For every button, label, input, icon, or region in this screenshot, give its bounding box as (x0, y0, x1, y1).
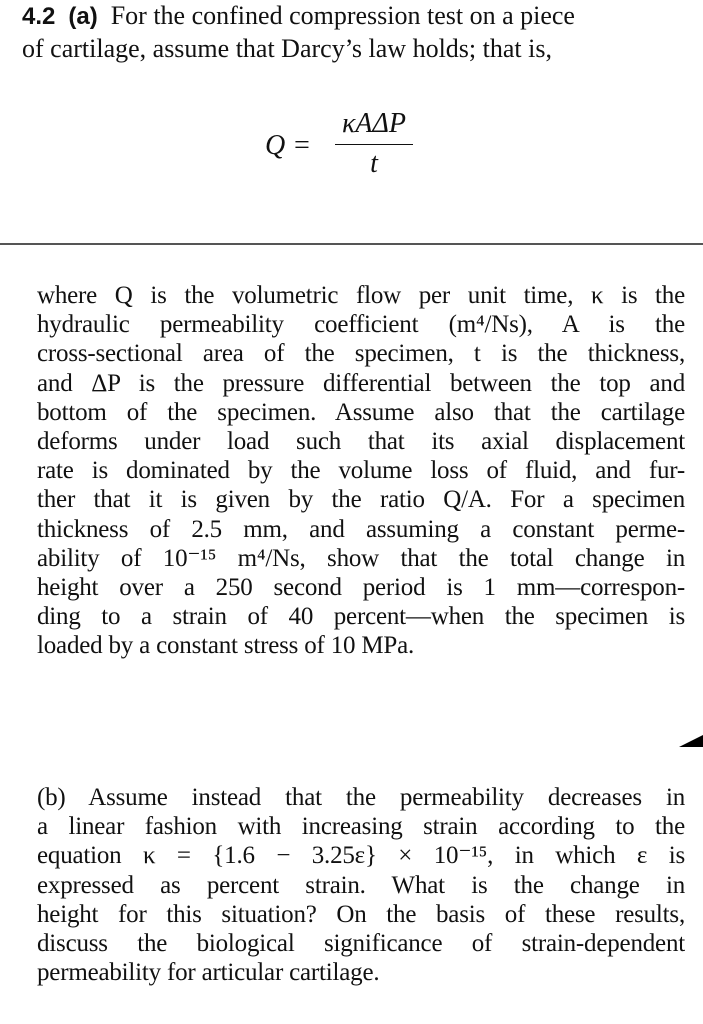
text-line: ther that it is given by the ratio Q/A. … (37, 486, 685, 514)
equation-lhs: Q = (265, 130, 312, 161)
page-corner-mark (679, 735, 703, 747)
page-divider (0, 243, 703, 245)
equation-numerator: κAΔP (341, 108, 407, 139)
text-line: cross-sectional area of the specimen, t … (37, 340, 685, 368)
header-text-2: of cartilage, assume that Darcy’s law ho… (22, 34, 552, 63)
text-line: deforms under load such that its axial d… (37, 427, 685, 455)
problem-header: 4.2 (a) For the confined compression tes… (22, 0, 682, 65)
part-a-paragraph: where Q is the volumetric flow per unit … (37, 281, 685, 660)
equation-fraction: κAΔP t (335, 108, 413, 179)
part-a-label: (a) (68, 3, 98, 30)
text-line: thickness of 2.5 mm, and assuming a cons… (37, 515, 685, 543)
fraction-bar (335, 144, 413, 145)
text-line: rate is dominated by the volume loss of … (37, 457, 685, 485)
text-line: equation κ = {1.6 − 3.25ε} × 10⁻¹⁵, in w… (37, 842, 685, 870)
equation-denominator: t (370, 148, 378, 179)
text-line: hydraulic permeability coefficient (m⁴/N… (37, 311, 685, 339)
text-line: discuss the biological significance of s… (37, 929, 685, 957)
text-line: a linear fashion with increasing strain … (37, 813, 685, 841)
text-line: bottom of the specimen. Assume also that… (37, 398, 685, 426)
part-b-paragraph: (b) Assume instead that the permeability… (37, 783, 685, 987)
text-line: ding to a strain of 40 percent—when the … (37, 603, 685, 631)
text-line: loaded by a constant stress of 10 MPa. (37, 632, 415, 660)
text-line: height over a 250 second period is 1 mm—… (37, 573, 685, 601)
text-line: ability of 10⁻¹⁵ m⁴/Ns, show that the to… (37, 544, 685, 572)
text-line: (b) Assume instead that the permeability… (37, 784, 685, 811)
text-line: expressed as percent strain. What is the… (37, 871, 685, 899)
text-line: where Q is the volumetric flow per unit … (37, 282, 685, 309)
problem-number: 4.2 (22, 3, 56, 30)
text-line: permeability for articular cartilage. (37, 959, 380, 987)
text-line: and ΔP is the pressure differential betw… (37, 369, 685, 397)
header-text-1: For the confined compression test on a p… (110, 1, 575, 30)
header-line-1: 4.2 (a) For the confined compression tes… (22, 0, 682, 33)
text-line: height for this situation? On the basis … (37, 900, 685, 928)
darcy-equation: Q = κAΔP t (0, 108, 703, 188)
